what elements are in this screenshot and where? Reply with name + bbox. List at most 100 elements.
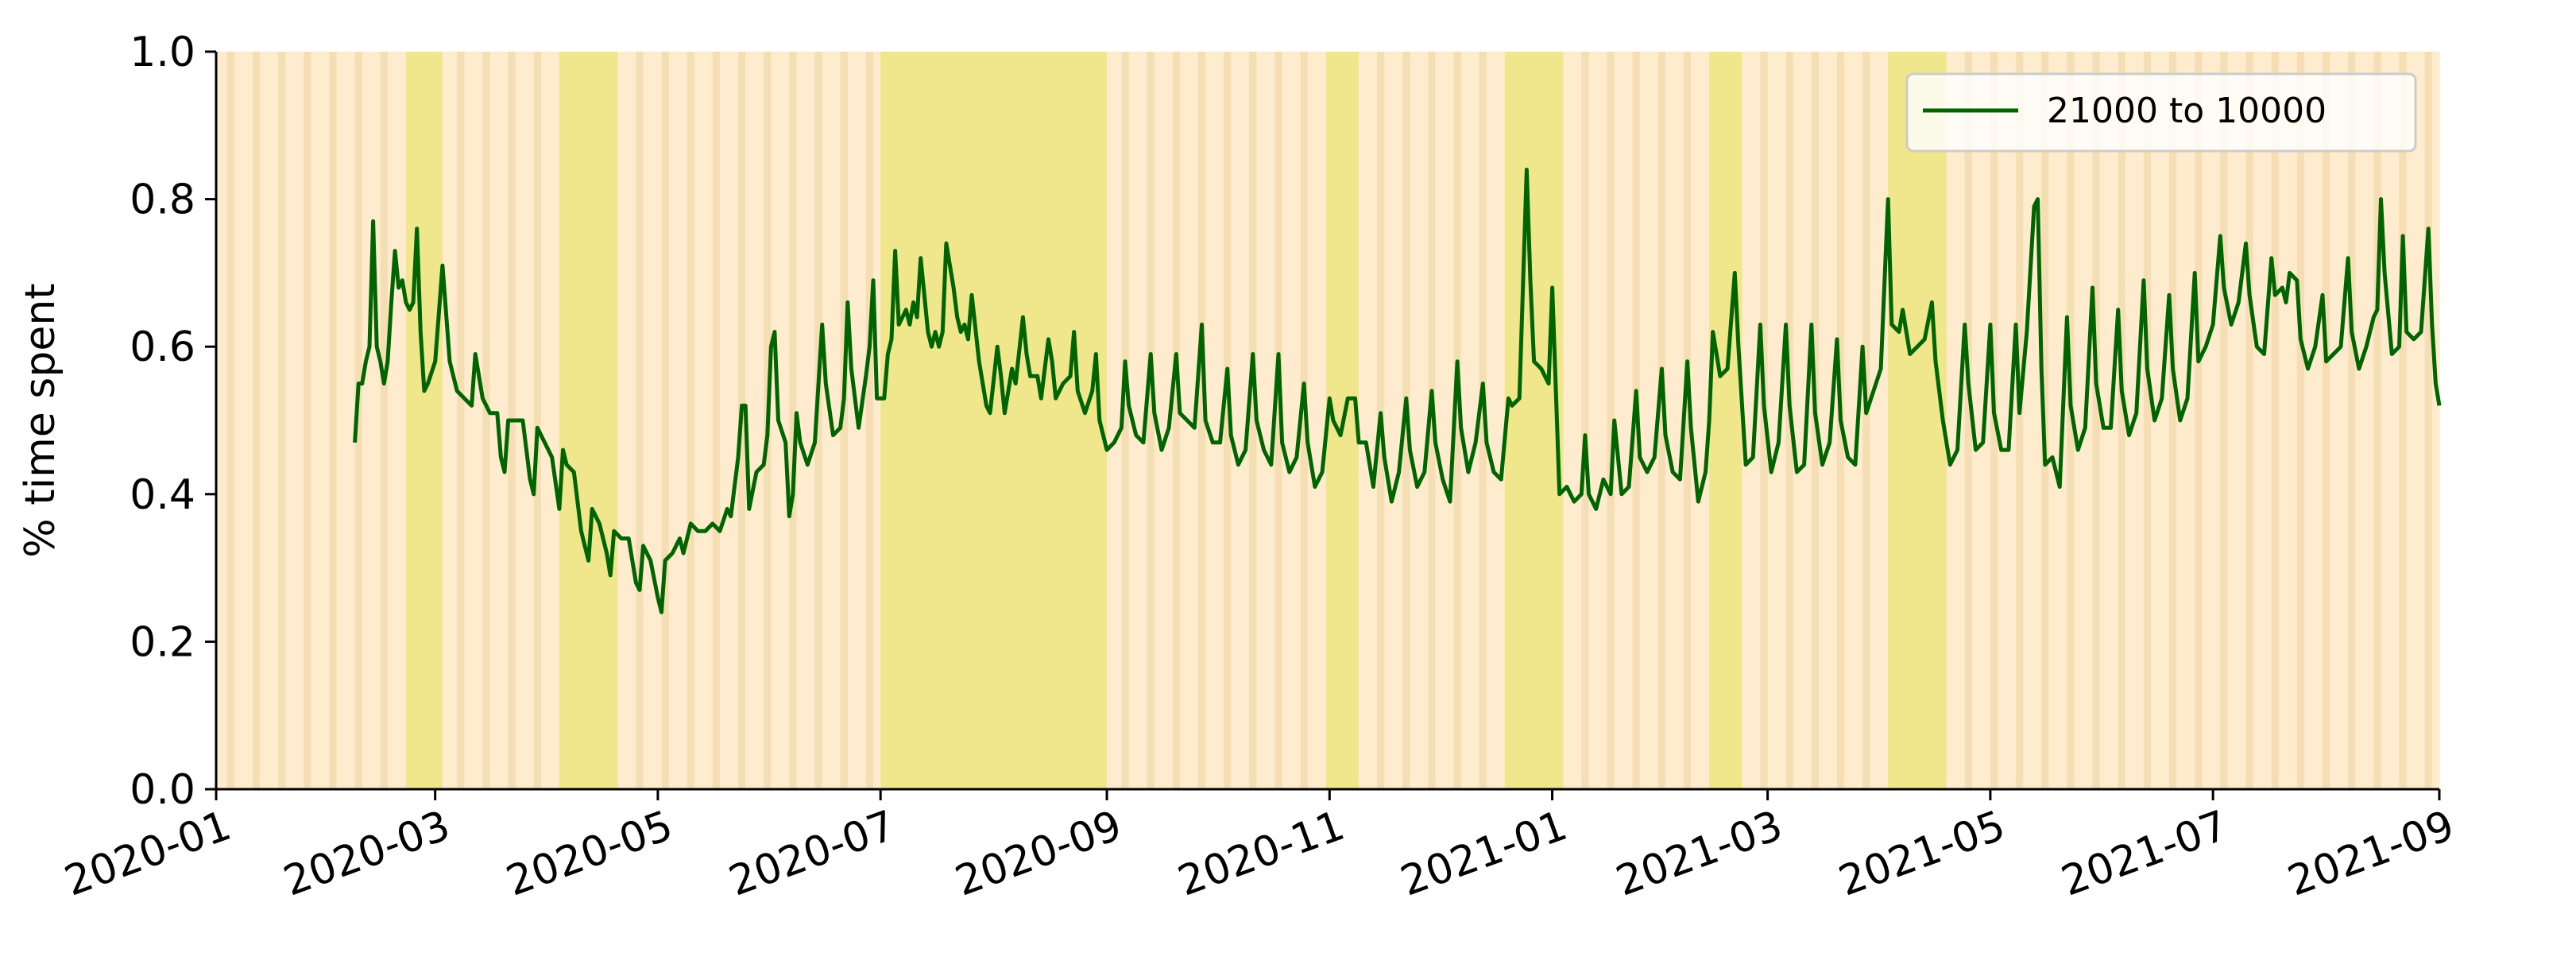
day-band: [574, 52, 578, 789]
day-band: [1000, 52, 1005, 789]
day-band: [325, 52, 331, 789]
day-band: [460, 52, 466, 789]
day-band: [424, 52, 429, 789]
day-band: [347, 52, 352, 789]
day-band: [1932, 52, 1936, 789]
day-band: [1147, 52, 1151, 789]
day-band: [2307, 52, 2312, 789]
day-band: [844, 52, 849, 789]
day-band: [2260, 52, 2265, 789]
day-band: [1943, 52, 1947, 789]
day-band: [1391, 52, 1396, 789]
day-band: [872, 52, 878, 789]
day-band: [1570, 52, 1575, 789]
day-band: [315, 52, 319, 789]
day-band: [267, 52, 272, 789]
day-band: [1103, 52, 1108, 789]
day-band: [2435, 52, 2440, 789]
day-band: [1584, 52, 1590, 789]
day-band: [2424, 52, 2429, 789]
day-band: [1286, 52, 1290, 789]
day-band: [1161, 52, 1166, 789]
day-band: [2245, 52, 2250, 789]
y-tick-label: 0.8: [130, 176, 195, 224]
day-band: [439, 52, 443, 789]
day-band: [260, 52, 265, 789]
day-band: [982, 52, 988, 789]
day-band: [292, 52, 297, 789]
day-band: [924, 52, 929, 789]
day-band: [2366, 52, 2371, 789]
day-band: [869, 52, 874, 789]
day-band: [822, 52, 826, 789]
day-band: [252, 52, 257, 789]
day-band: [304, 52, 308, 789]
day-band: [450, 52, 454, 789]
day-band: [1526, 52, 1531, 789]
day-band: [278, 52, 283, 789]
day-band: [1760, 52, 1765, 789]
day-band: [2362, 52, 2367, 789]
day-band: [1552, 52, 1557, 789]
day-band: [764, 52, 768, 789]
day-band: [1975, 52, 1980, 789]
day-band: [570, 52, 574, 789]
day-band: [1881, 52, 1886, 789]
day-band: [2034, 52, 2039, 789]
day-band: [895, 52, 899, 789]
day-band: [632, 52, 636, 789]
day-band: [1541, 52, 1545, 789]
day-band: [1062, 52, 1068, 789]
day-band: [1629, 52, 1634, 789]
day-band: [636, 52, 640, 789]
day-band: [2078, 52, 2083, 789]
day-band: [606, 52, 611, 789]
day-band: [2351, 52, 2356, 789]
day-band: [1935, 52, 1940, 789]
day-band: [2271, 52, 2276, 789]
day-band: [2282, 52, 2287, 789]
day-band: [950, 52, 954, 789]
day-band: [1902, 52, 1907, 789]
day-band: [1621, 52, 1626, 789]
day-band: [2158, 52, 2163, 789]
day-band: [1238, 52, 1243, 789]
day-band: [567, 52, 571, 789]
day-band: [2421, 52, 2426, 789]
day-band: [1052, 52, 1057, 789]
day-band: [1669, 52, 1673, 789]
day-band: [1322, 52, 1327, 789]
day-band: [1811, 52, 1816, 789]
day-band: [1676, 52, 1681, 789]
day-band: [1639, 52, 1645, 789]
day-band: [2241, 52, 2247, 789]
day-band: [1767, 52, 1772, 789]
day-band: [2074, 52, 2079, 789]
day-band: [2030, 52, 2035, 789]
day-band: [1625, 52, 1630, 789]
day-band: [2172, 52, 2177, 789]
y-tick-label: 0.0: [130, 766, 195, 814]
day-band: [1034, 52, 1039, 789]
day-band: [405, 52, 411, 789]
day-band: [1077, 52, 1082, 789]
day-band: [537, 52, 542, 789]
day-band: [1647, 52, 1652, 789]
day-band: [1497, 52, 1502, 789]
day-band: [1953, 52, 1959, 789]
day-band: [2330, 52, 2334, 789]
day-band: [1151, 52, 1155, 789]
day-band: [661, 52, 666, 789]
x-tick-label: 2020-07: [723, 802, 902, 906]
day-band: [826, 52, 830, 789]
day-band: [650, 52, 655, 789]
x-tick-label: 2021-05: [1833, 802, 2012, 906]
day-band: [935, 52, 940, 789]
day-band: [888, 52, 892, 789]
day-band: [223, 52, 228, 789]
day-band: [1125, 52, 1130, 789]
day-band: [876, 52, 881, 789]
day-band: [899, 52, 903, 789]
day-band: [2143, 52, 2149, 789]
